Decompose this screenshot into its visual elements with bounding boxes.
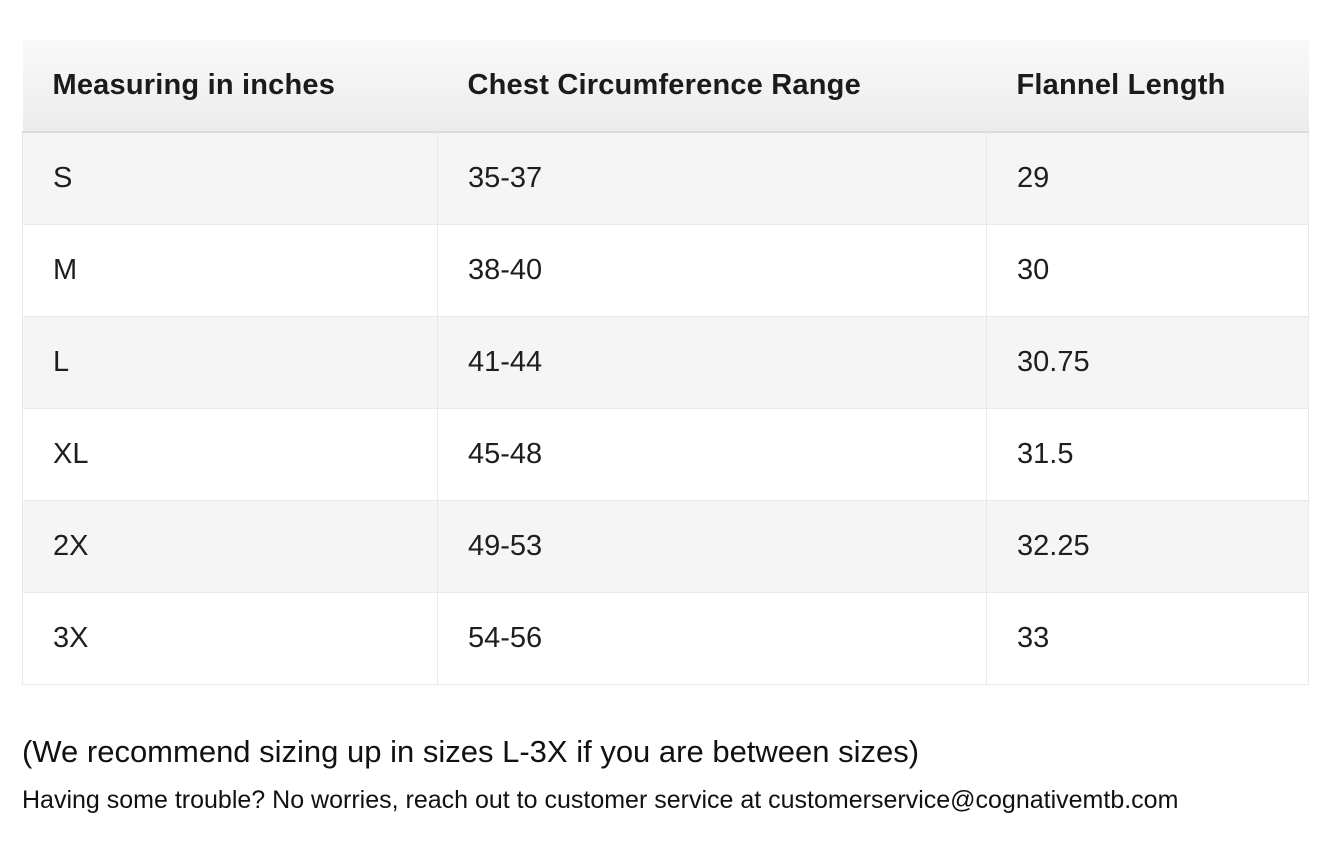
flannel-length-cell: 30 xyxy=(986,223,1309,317)
customer-service-email: customerservice@cognativemtb.com xyxy=(768,785,1179,814)
table-row-3x: 3X 54-56 33 xyxy=(22,591,1309,685)
size-cell: S xyxy=(22,131,438,225)
table-row-s: S 35-37 29 xyxy=(22,131,1309,225)
chest-range-cell: 41-44 xyxy=(437,315,987,409)
chest-range-cell: 49-53 xyxy=(437,499,987,593)
table-row-2x: 2X 49-53 32.25 xyxy=(22,499,1309,593)
size-cell: M xyxy=(22,223,438,317)
size-cell: XL xyxy=(22,407,438,501)
column-header-measuring: Measuring in inches xyxy=(22,40,438,133)
size-chart-page: Measuring in inches Chest Circumference … xyxy=(0,40,1332,850)
support-note-text: Having some trouble? No worries, reach o… xyxy=(22,785,769,814)
sizing-recommendation-note: (We recommend sizing up in sizes L-3X if… xyxy=(22,733,920,769)
flannel-length-cell: 29 xyxy=(986,131,1309,225)
column-header-flannel-length: Flannel Length xyxy=(986,40,1309,133)
size-cell: 2X xyxy=(22,499,438,593)
size-chart-table: Measuring in inches Chest Circumference … xyxy=(22,40,1309,685)
size-cell: 3X xyxy=(22,591,438,685)
table-row-xl: XL 45-48 31.5 xyxy=(22,407,1309,501)
chest-range-cell: 38-40 xyxy=(437,223,987,317)
column-header-chest-range: Chest Circumference Range xyxy=(437,40,987,133)
chest-range-cell: 54-56 xyxy=(437,591,987,685)
table-row-l: L 41-44 30.75 xyxy=(22,315,1309,409)
chest-range-cell: 45-48 xyxy=(437,407,987,501)
customer-support-note: Having some trouble? No worries, reach o… xyxy=(22,786,1332,815)
size-chart-header-row: Measuring in inches Chest Circumference … xyxy=(22,40,1309,133)
size-cell: L xyxy=(22,315,438,409)
flannel-length-cell: 31.5 xyxy=(986,407,1309,501)
flannel-length-cell: 30.75 xyxy=(986,315,1309,409)
chest-range-cell: 35-37 xyxy=(437,131,987,225)
flannel-length-cell: 32.25 xyxy=(986,499,1309,593)
flannel-length-cell: 33 xyxy=(986,591,1309,685)
table-row-m: M 38-40 30 xyxy=(22,223,1309,317)
